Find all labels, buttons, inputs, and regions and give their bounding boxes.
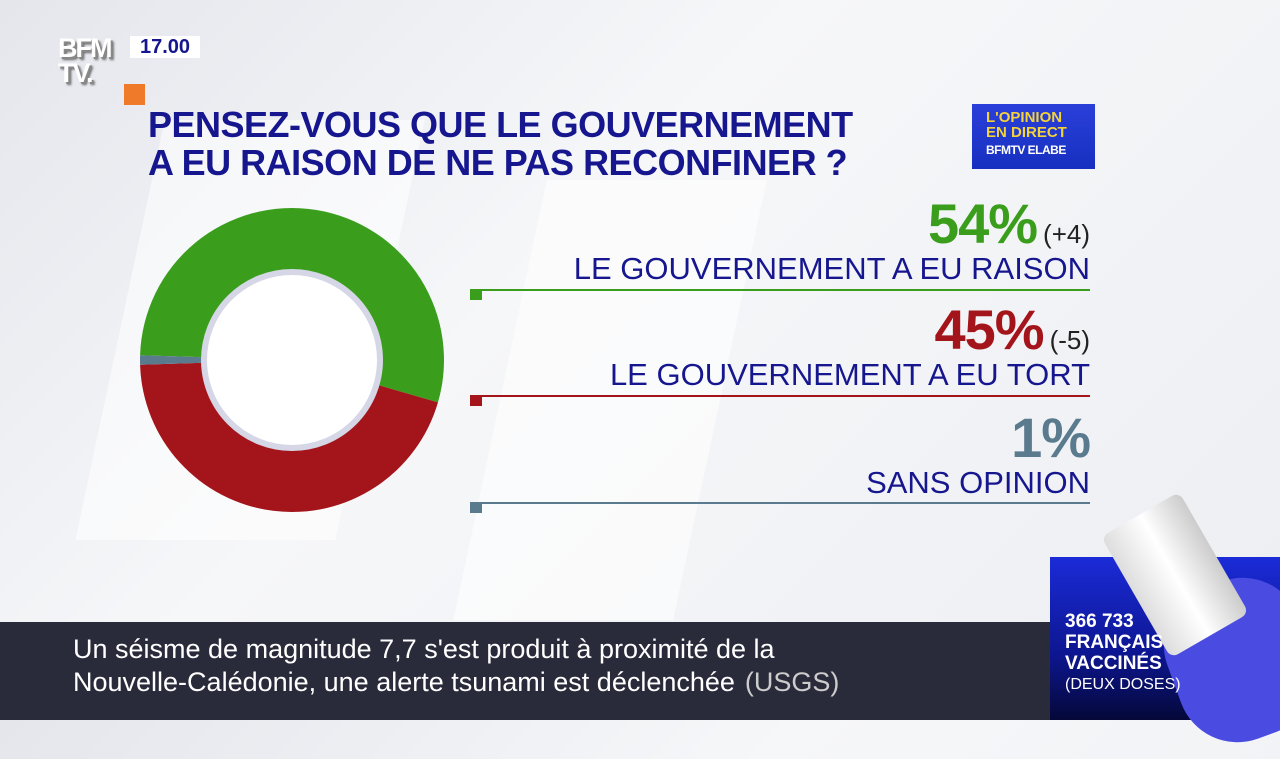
clock: 17.00 [130,36,200,58]
value-label: 45% [934,298,1044,361]
category-label: SANS OPINION [866,465,1090,500]
category-label: LE GOUVERNEMENT A EU TORT [609,357,1090,392]
ticker-line: Nouvelle-Calédonie, une alerte tsunami e… [73,667,735,697]
legend-marker [470,396,482,406]
donut-hole [201,269,383,451]
opinion-direct-badge: L'OPINION EN DIRECT BFMTV ELABE [972,104,1095,169]
badge-line: BFMTV ELABE [986,143,1066,157]
result-raison: 54% (+4) LE GOUVERNEMENT A EU RAISON [574,196,1090,286]
badge-line: EN DIRECT [986,124,1067,141]
vaccine-text: VACCINÉS [1065,653,1162,674]
vaccine-count: 366 733 FRANÇAIS VACCINÉS (DEUX DOSES) [1065,611,1181,695]
question-title: PENSEZ-VOUS QUE LE GOUVERNEMENT A EU RAI… [148,106,853,182]
vaccine-text: (DEUX DOSES) [1065,676,1181,693]
change-label: (-5) [1049,325,1090,355]
badge-line: L'OPINION [986,109,1063,126]
divider-line [470,502,1090,504]
divider-line [470,289,1090,291]
result-tort: 45% (-5) LE GOUVERNEMENT A EU TORT [610,302,1090,392]
vaccine-text: FRANÇAIS [1065,632,1164,653]
ticker-line: Un séisme de magnitude 7,7 s'est produit… [73,634,775,664]
change-label: (+4) [1043,219,1090,249]
donut-slice-2 [140,362,438,512]
result-sans-opinion: 1% SANS OPINION [866,410,1091,500]
legend-marker [470,503,482,513]
logo-square [124,84,145,105]
donut-slice-1 [140,207,444,403]
question-line: A EU RAISON DE NE PAS RECONFINER ? [148,142,848,183]
divider-line [470,395,1090,397]
value-label: 54% [927,192,1038,255]
donut-chart [140,207,444,512]
ticker-source: (USGS) [744,667,840,697]
question-line: PENSEZ-VOUS QUE LE GOUVERNEMENT [148,104,853,145]
value-label: 1% [1011,406,1091,469]
category-label: LE GOUVERNEMENT A EU RAISON [573,251,1090,286]
bfmtv-logo: BFM TV. [58,33,113,88]
legend-marker [470,290,482,300]
vaccine-number: 366 733 [1065,611,1134,632]
news-ticker: Un séisme de magnitude 7,7 s'est produit… [0,622,1050,720]
donut-slice-3 [140,355,205,365]
